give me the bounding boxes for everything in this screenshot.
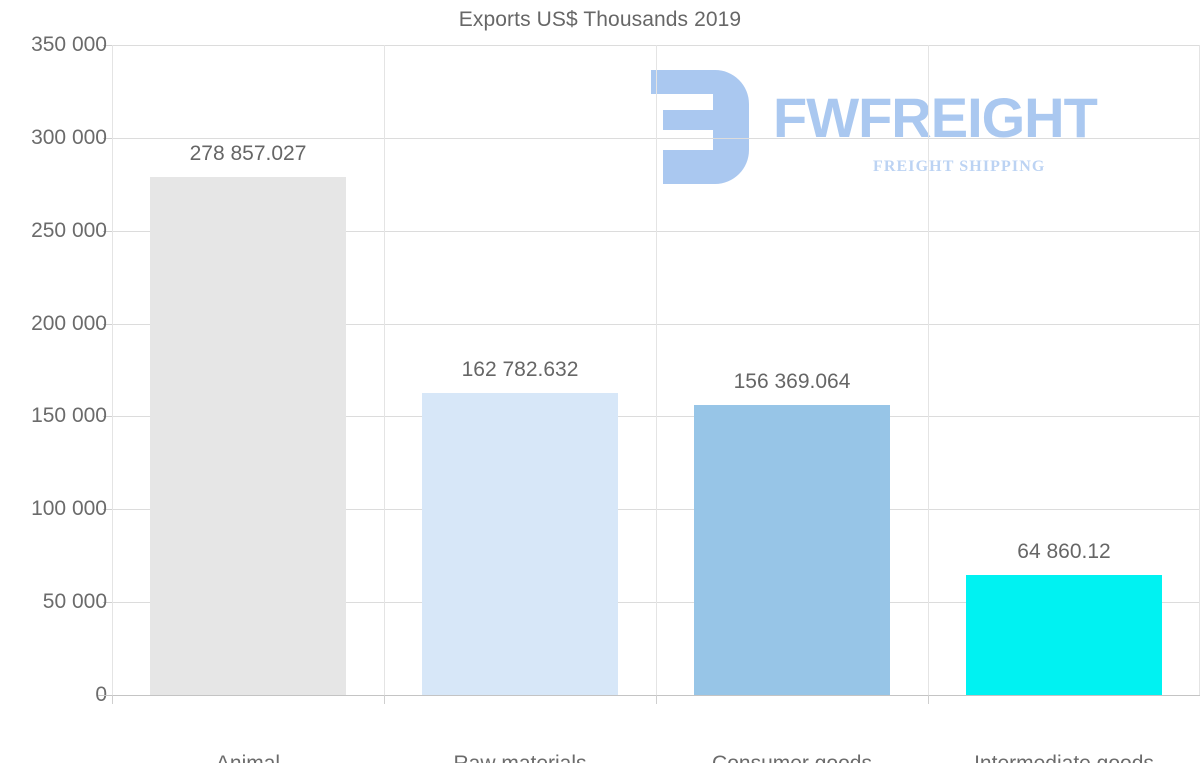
- bar-value-label: 162 782.632: [461, 357, 579, 381]
- x-axis-label: Animal: [216, 752, 280, 763]
- x-axis-tick: [928, 695, 929, 704]
- y-axis-tick: [103, 137, 112, 139]
- y-axis-tick: [103, 45, 112, 46]
- chart-title: Exports US$ Thousands 2019: [458, 8, 742, 31]
- bar-value-label: 64 860.12: [1017, 539, 1111, 563]
- y-axis-tick: [103, 230, 112, 232]
- y-axis-tick: [103, 602, 112, 604]
- bar-raw-materials[interactable]: [422, 392, 618, 695]
- y-axis-tick: [103, 323, 112, 325]
- bar-value-label: 156 369.064: [733, 369, 851, 393]
- x-axis-tick: [112, 695, 113, 704]
- x-axis-tick: [656, 695, 657, 704]
- gridline-vertical: [928, 45, 929, 695]
- y-axis-label: 300 000: [31, 125, 107, 149]
- y-axis-label: 0: [0, 683, 107, 707]
- y-axis-label: 50 000: [42, 590, 107, 614]
- y-axis-label: 250 000: [31, 218, 107, 242]
- x-axis-label: Consumer goods: [712, 752, 872, 763]
- gridline-vertical: [112, 45, 113, 695]
- gridline-vertical: [384, 45, 385, 695]
- bar-animal[interactable]: [150, 177, 346, 695]
- x-axis-tick: [384, 695, 385, 704]
- bar-intermediate-goods[interactable]: [966, 574, 1162, 695]
- y-axis-tick: [103, 416, 112, 418]
- x-axis-label: Intermediate goods: [974, 752, 1154, 763]
- bar-consumer-goods[interactable]: [694, 404, 890, 695]
- y-axis-label: 150 000: [31, 404, 107, 428]
- gridline-vertical: [656, 45, 657, 695]
- x-axis-label: Raw materials: [453, 752, 586, 763]
- y-axis-label: 350 000: [31, 33, 107, 56]
- y-axis-label: 100 000: [31, 497, 107, 521]
- x-axis-line: [98, 695, 1200, 696]
- bar-value-label: 278 857.027: [189, 142, 307, 166]
- y-axis-label: 200 000: [31, 311, 107, 335]
- y-axis-tick: [103, 509, 112, 511]
